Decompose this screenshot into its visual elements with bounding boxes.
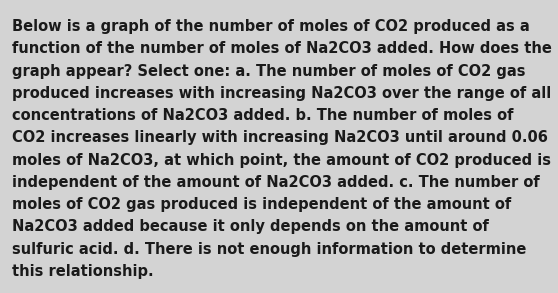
Text: moles of Na2CO3, at which point, the amount of CO2 produced is: moles of Na2CO3, at which point, the amo… — [12, 153, 551, 168]
Text: moles of CO2 gas produced is independent of the amount of: moles of CO2 gas produced is independent… — [12, 197, 512, 212]
Text: sulfuric acid. d. There is not enough information to determine: sulfuric acid. d. There is not enough in… — [12, 242, 527, 257]
Text: Below is a graph of the number of moles of CO2 produced as a: Below is a graph of the number of moles … — [12, 19, 530, 34]
Text: this relationship.: this relationship. — [12, 264, 154, 279]
Text: Na2CO3 added because it only depends on the amount of: Na2CO3 added because it only depends on … — [12, 219, 489, 234]
Text: independent of the amount of Na2CO3 added. c. The number of: independent of the amount of Na2CO3 adde… — [12, 175, 540, 190]
Text: produced increases with increasing Na2CO3 over the range of all: produced increases with increasing Na2CO… — [12, 86, 551, 101]
Text: CO2 increases linearly with increasing Na2CO3 until around 0.06: CO2 increases linearly with increasing N… — [12, 130, 548, 145]
Text: function of the number of moles of Na2CO3 added. How does the: function of the number of moles of Na2CO… — [12, 41, 552, 56]
Text: graph appear? Select one: a. The number of moles of CO2 gas: graph appear? Select one: a. The number … — [12, 64, 526, 79]
Text: concentrations of Na2CO3 added. b. The number of moles of: concentrations of Na2CO3 added. b. The n… — [12, 108, 514, 123]
